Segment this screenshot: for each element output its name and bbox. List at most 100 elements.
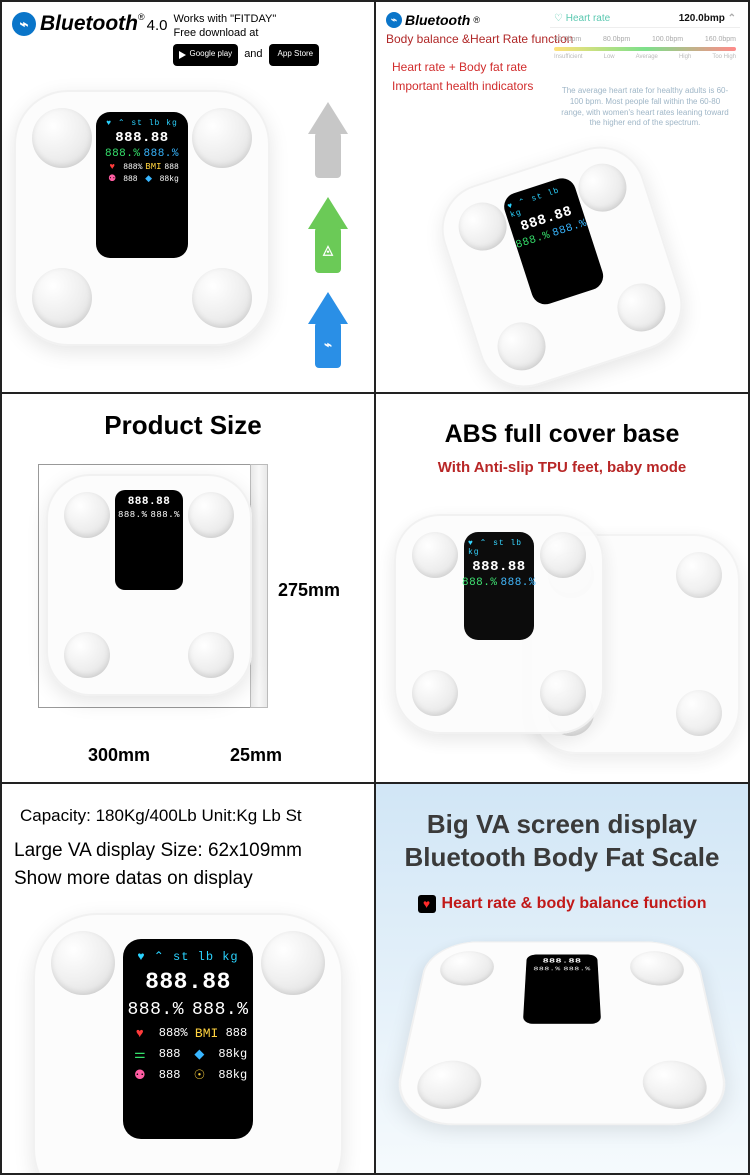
scale-screen: 888.88 888.%888.%: [523, 955, 601, 1024]
screen-weight: 888.88: [128, 496, 171, 508]
dim-height: 275mm: [278, 580, 340, 601]
bluetooth-icon: ⌁: [319, 336, 337, 354]
capacity-line: Capacity: 180Kg/400Lb Unit:Kg Lb St: [20, 806, 364, 826]
title: Big VA screen display Bluetooth Body Fat…: [386, 808, 738, 873]
apple-icon: [319, 146, 337, 164]
dim-thickness: 25mm: [230, 745, 282, 766]
tick: 100.0bpm: [652, 36, 683, 43]
screen-mid-r: 888.%: [144, 148, 180, 160]
panel-display: Capacity: 180Kg/400Lb Unit:Kg Lb St Larg…: [1, 783, 375, 1174]
bt-version: 4.0: [147, 17, 168, 34]
lbl: Too High: [712, 54, 736, 60]
scale-screen: 888.88 888.%888.%: [115, 490, 183, 590]
sensor: [413, 1061, 484, 1109]
bmi-icon: BMI: [196, 1025, 218, 1041]
sensor: [64, 492, 110, 538]
screen-v3: 888: [123, 175, 137, 184]
heart-rate-icon: ♥: [418, 895, 436, 913]
scale-product: 888.88 888.%888.%: [46, 474, 252, 696]
lbl: Insufficient: [554, 54, 583, 60]
foot: [676, 690, 722, 736]
foot: [676, 552, 722, 598]
screen-weight: 888.88: [145, 969, 231, 995]
bluetooth-word: Bluetooth: [405, 12, 470, 28]
heart-icon: ♥: [105, 162, 119, 172]
play-icon: [179, 51, 186, 59]
screen-v4: 88kg: [160, 175, 179, 184]
app-download-text: Works with "FITDAY" Free download at Goo…: [173, 12, 319, 66]
sensor: [192, 268, 252, 328]
android-icon: ◬: [319, 241, 337, 259]
works-with: Works with "FITDAY": [173, 12, 319, 26]
scale-front: ♥ ⌃ st lb kg 888.88 888.%888.%: [394, 514, 604, 734]
sensor: [32, 268, 92, 328]
heart-icon: ♥: [129, 1025, 151, 1041]
sensor: [188, 492, 234, 538]
body-icon: ⚉: [105, 174, 119, 184]
sensor: [412, 670, 458, 716]
scale-screen: ♥ ⌃ st lb kg 888.88 888.%888.% ♥888%BMI8…: [96, 112, 188, 258]
tick: 80.0bpm: [603, 36, 630, 43]
subtitle: With Anti-slip TPU feet, baby mode: [386, 459, 738, 476]
bluetooth-logo: ⌁ Bluetooth®4.0: [12, 12, 167, 36]
title-line2: Bluetooth Body Fat Scale: [386, 841, 738, 874]
free-download: Free download at: [173, 26, 319, 40]
hr-note: The average heart rate for healthy adult…: [550, 80, 740, 131]
screen-mid-l: 888.%: [105, 148, 141, 160]
sensor: [188, 632, 234, 678]
screen-weight: 888.88: [472, 559, 525, 575]
scale-product: ♥ ⌃ st lb kg 888.88 888.%888.%: [430, 135, 695, 393]
screen-mid-r: 888.%: [192, 1000, 249, 1020]
muscle-icon: ⚌: [129, 1046, 151, 1062]
scale-product: ♥ ⌃ st lb kg 888.88 888.%888.% ♥888%BMI8…: [33, 913, 343, 1174]
hr-value: 120.0bmp: [679, 13, 725, 24]
store-badges: Google play and App Store: [173, 44, 319, 66]
tick: 160.0bpm: [705, 36, 736, 43]
age-icon: ☉: [188, 1067, 210, 1083]
screen-weight: 888.88: [542, 958, 581, 965]
screen-mid-l: 888.%: [127, 1000, 184, 1020]
lbl: Average: [636, 54, 658, 60]
sensor: [640, 1061, 711, 1109]
water-icon: ◆: [188, 1046, 210, 1062]
scale-product: 888.88 888.%888.%: [389, 941, 735, 1125]
dim-width: 300mm: [88, 745, 150, 766]
water-icon: ◆: [142, 174, 156, 184]
panel-abs-base: ABS full cover base With Anti-slip TPU f…: [375, 393, 749, 783]
lbl: High: [679, 54, 691, 60]
screen-v2: 888: [164, 163, 178, 172]
panel-heart-rate: ⌁ Bluetooth® Body balance &Heart Rate fu…: [375, 1, 749, 393]
bluetooth-word: Bluetooth: [40, 12, 138, 35]
scale-screen: ♥ ⌃ st lb kg 888.88 888.%888.%: [464, 532, 534, 640]
sensor: [64, 632, 110, 678]
panel-product-size: Product Size 888.88 888.%888.% 275mm 300…: [1, 393, 375, 783]
sensor: [628, 951, 687, 985]
sensor: [540, 532, 586, 578]
sensor: [491, 316, 551, 376]
sensor: [611, 277, 671, 337]
heart-rate-card: ♡ Heart rate120.0bmp ⌃ 40.0bpm80.0bpm100…: [550, 10, 740, 131]
subtitle: ♥ Heart rate & body balance function: [386, 895, 738, 913]
google-play-badge[interactable]: Google play: [173, 44, 238, 66]
header: ⌁ Bluetooth®4.0 Works with "FITDAY" Free…: [12, 12, 364, 66]
panel-big-va: Big VA screen display Bluetooth Body Fat…: [375, 783, 749, 1174]
lbl: Low: [604, 54, 615, 60]
bone-icon: ⚉: [129, 1067, 151, 1083]
panel-bluetooth-app: ⌁ Bluetooth®4.0 Works with "FITDAY" Free…: [1, 1, 375, 393]
product-grid: ⌁ Bluetooth®4.0 Works with "FITDAY" Free…: [0, 0, 750, 1175]
more-data-line: Show more datas on display: [14, 868, 364, 890]
sensor: [261, 931, 325, 995]
screen-v1: 888%: [123, 163, 142, 172]
sensor: [51, 931, 115, 995]
arrow-android: ◬: [308, 197, 348, 273]
sensor: [32, 108, 92, 168]
app-store-badge[interactable]: App Store: [269, 44, 320, 66]
google-play-label: Google play: [189, 49, 232, 59]
and-word: and: [244, 47, 262, 61]
app-store-label: App Store: [278, 49, 314, 59]
arrow-ios: [308, 102, 348, 178]
subtitle-text: Heart rate & body balance function: [442, 895, 707, 913]
bluetooth-icon: ⌁: [12, 12, 36, 36]
title: Product Size: [2, 410, 364, 441]
sensor: [412, 532, 458, 578]
